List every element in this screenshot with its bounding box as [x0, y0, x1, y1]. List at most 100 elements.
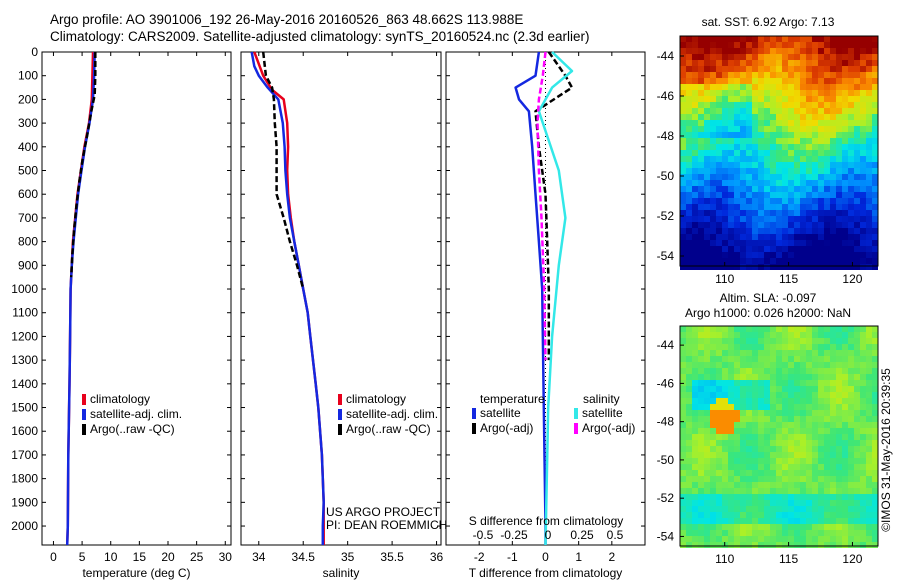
sla-map-cell: [740, 536, 746, 542]
sst-map-cell: [692, 120, 698, 126]
sla-map-cell: [818, 422, 824, 428]
sst-map-cell: [872, 72, 878, 78]
sst-map-cell: [854, 48, 860, 54]
sst-map-cell: [734, 186, 740, 192]
sla-map-cell: [758, 356, 764, 362]
sla-map-cell: [812, 428, 818, 434]
sst-map-cell: [842, 90, 848, 96]
sla-map-cell: [836, 428, 842, 434]
sla-map-cell: [752, 428, 758, 434]
sla-map-cell: [836, 440, 842, 446]
sla-map-cell: [866, 422, 872, 428]
sla-map-cell: [752, 506, 758, 512]
sst-map-cell: [716, 138, 722, 144]
sla-map-cell: [740, 428, 746, 434]
sst-map-cell: [764, 60, 770, 66]
sst-map-cell: [704, 168, 710, 174]
sla-map-cell: [782, 518, 788, 524]
sst-map-cell: [710, 78, 716, 84]
sla-map-cell: [740, 422, 746, 428]
sst-map-cell: [734, 120, 740, 126]
sst-map-cell: [764, 72, 770, 78]
sst-map-cell: [824, 210, 830, 216]
sla-map-cell: [764, 446, 770, 452]
sla-map-cell: [854, 356, 860, 362]
sst-map-cell: [704, 186, 710, 192]
sla-map-cell: [818, 416, 824, 422]
sla-map-cell: [806, 494, 812, 500]
sst-map-cell: [782, 48, 788, 54]
sla-map-cell: [728, 542, 734, 548]
sst-map-cell: [746, 174, 752, 180]
sla-map-cell: [740, 470, 746, 476]
sst-map-cell: [836, 150, 842, 156]
sst-map-cell: [824, 42, 830, 48]
sst-map-cell: [740, 240, 746, 246]
sla-map-cell: [860, 488, 866, 494]
sla-map-cell: [872, 386, 878, 392]
sst-map-cell: [716, 222, 722, 228]
sla-map-cell: [710, 524, 716, 530]
sla-map-cell: [776, 410, 782, 416]
sst-map-cell: [782, 192, 788, 198]
sla-map-cell: [800, 458, 806, 464]
sla-map-cell: [794, 434, 800, 440]
sla-map-cell: [752, 512, 758, 518]
sst-map-cell: [794, 36, 800, 42]
sla-map-cell: [722, 428, 728, 434]
sla-map-cell: [680, 410, 686, 416]
sst-map-cell: [806, 126, 812, 132]
sst-map-cell: [854, 120, 860, 126]
sla-map-cell: [686, 404, 692, 410]
sst-map-cell: [776, 198, 782, 204]
sla-map-cell: [854, 452, 860, 458]
sla-map-cell: [704, 326, 710, 332]
sst-map-cell: [788, 96, 794, 102]
sla-map-cell: [860, 470, 866, 476]
sla-map-cell: [782, 374, 788, 380]
sst-map-cell: [824, 78, 830, 84]
sla-map-cell: [848, 410, 854, 416]
temperature-series-line-2: [69, 52, 97, 278]
sla-map-cell: [866, 338, 872, 344]
sla-map-cell: [716, 500, 722, 506]
sst-map-cell: [842, 84, 848, 90]
sst-map-cell: [854, 180, 860, 186]
sla-map-cell: [692, 422, 698, 428]
sst-map-cell: [866, 228, 872, 234]
sst-map-cell: [818, 108, 824, 114]
sla-map-ytick-label: -48: [657, 415, 675, 429]
sla-map-cell: [806, 326, 812, 332]
sst-map-cell: [836, 168, 842, 174]
salinity-legend-label: satellite-adj. clim.: [346, 407, 438, 421]
sla-map-cell: [836, 506, 842, 512]
sla-map-cell: [872, 464, 878, 470]
sst-map-cell: [776, 84, 782, 90]
sst-map-cell: [842, 42, 848, 48]
sst-map-cell: [770, 228, 776, 234]
sst-map-cell: [836, 204, 842, 210]
sst-map-cell: [710, 96, 716, 102]
sla-map-cell: [758, 506, 764, 512]
sst-map-cell: [836, 42, 842, 48]
sla-map-cell: [818, 452, 824, 458]
sst-map-cell: [764, 84, 770, 90]
sst-map-cell: [740, 258, 746, 264]
sla-map-cell: [734, 536, 740, 542]
sla-map-cell: [836, 392, 842, 398]
sla-map-cell: [824, 338, 830, 344]
sla-map-cell: [698, 380, 704, 386]
sst-map-cell: [830, 240, 836, 246]
sst-map-cell: [830, 66, 836, 72]
sla-map-cell: [860, 332, 866, 338]
sla-map-cell: [698, 338, 704, 344]
sla-map-cell: [716, 368, 722, 374]
sst-map-cell: [716, 150, 722, 156]
sla-map-cell: [866, 350, 872, 356]
sst-map-cell: [704, 234, 710, 240]
sla-map-cell: [800, 410, 806, 416]
sst-map-cell: [746, 144, 752, 150]
sst-map-cell: [806, 42, 812, 48]
sst-map-cell: [848, 246, 854, 252]
sla-map-cell: [866, 476, 872, 482]
